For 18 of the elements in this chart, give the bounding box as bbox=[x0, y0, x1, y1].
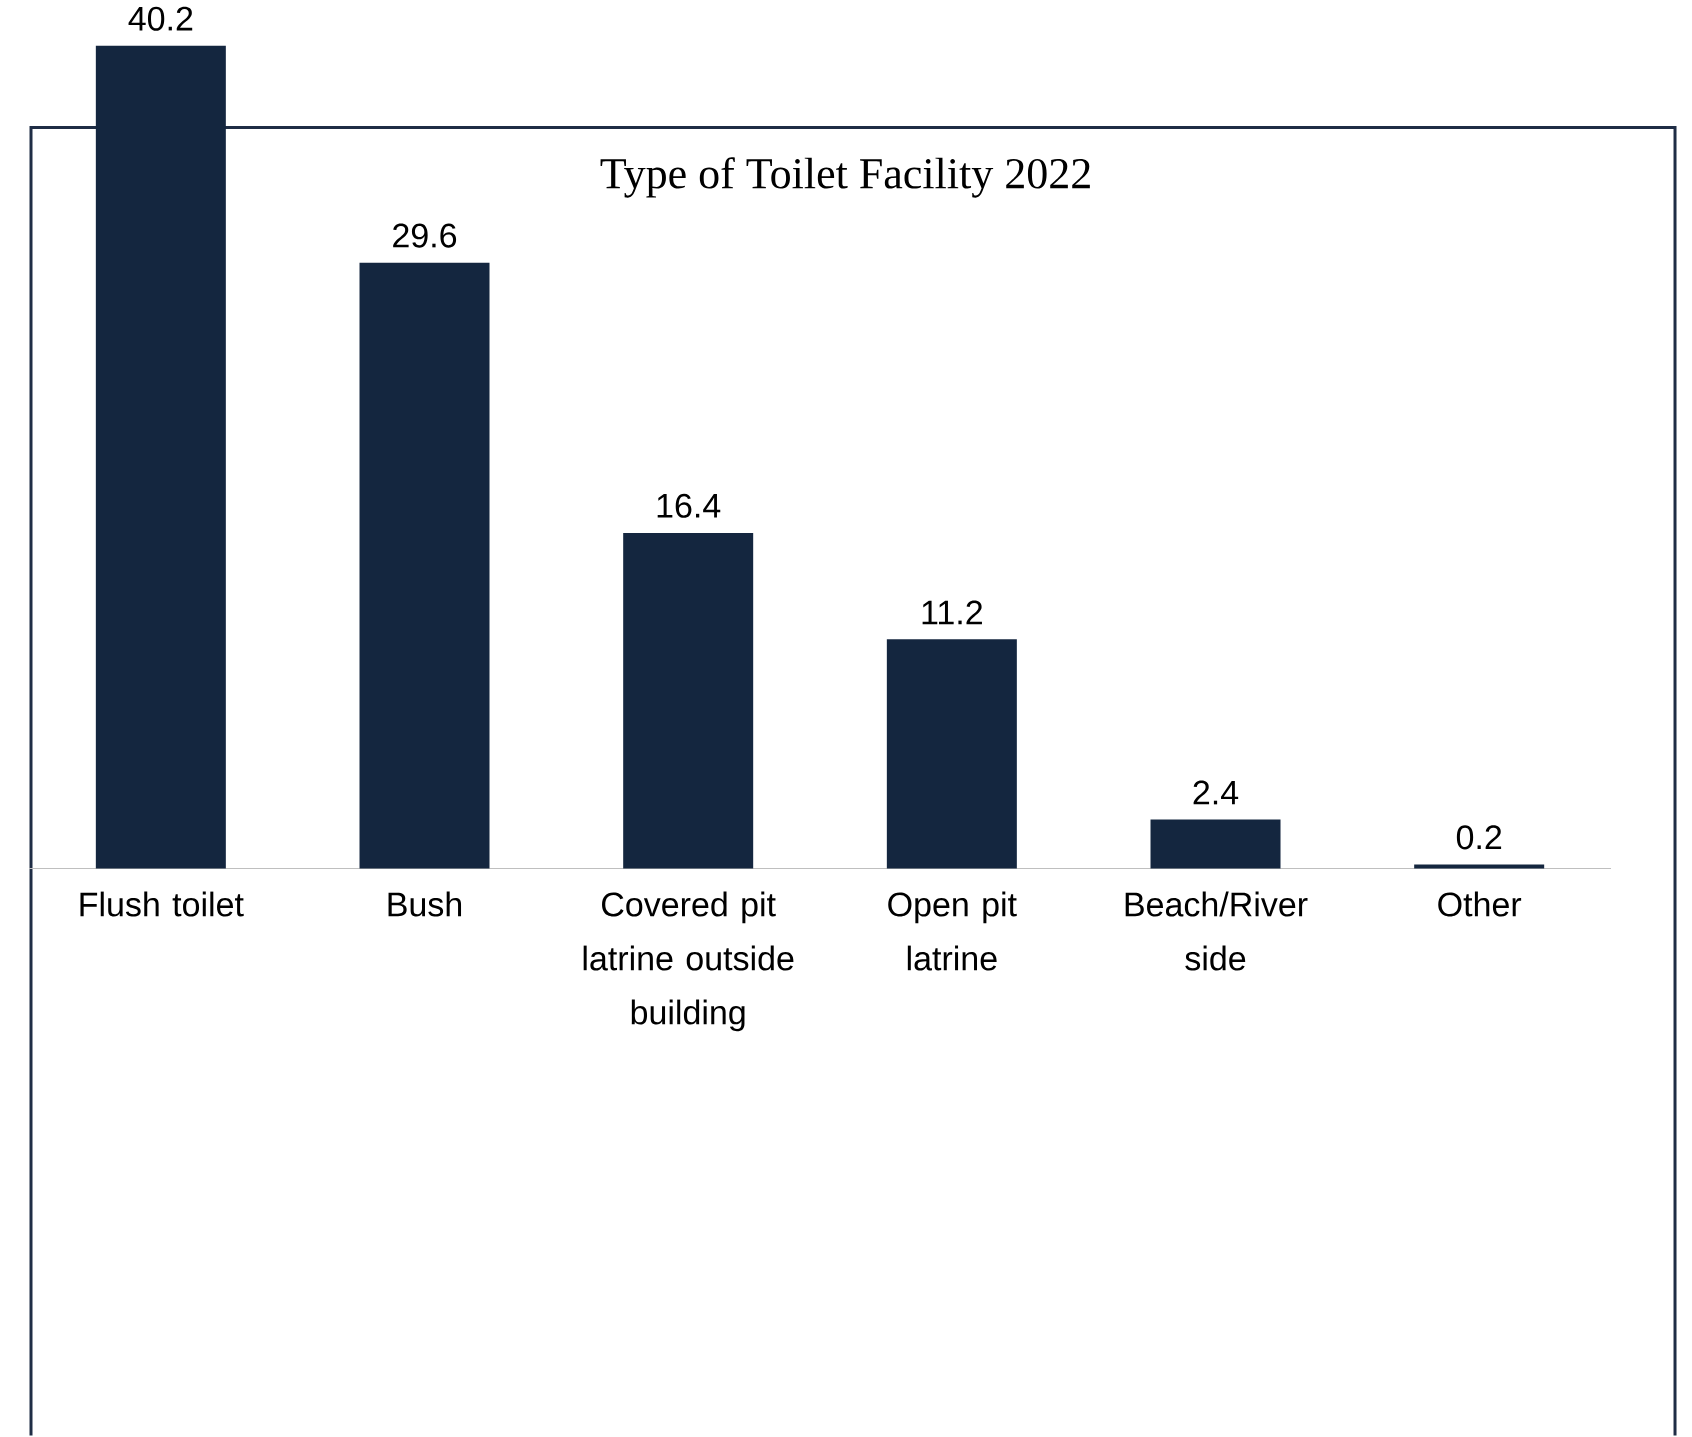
bar bbox=[1414, 864, 1545, 869]
x-tick-label: Flush toilet bbox=[80, 891, 244, 917]
data-label: 2.4 bbox=[1193, 780, 1239, 805]
text: Type of Toilet Facility 2022 bbox=[600, 157, 1090, 198]
data-label: 0.2 bbox=[1456, 825, 1502, 850]
bar bbox=[1150, 819, 1281, 869]
data-label: 11.2 bbox=[922, 600, 982, 625]
x-tick-label: Bush bbox=[388, 891, 462, 917]
x-tick-label: Open pit latrine bbox=[888, 891, 1017, 971]
x-tick-label: Other bbox=[1438, 891, 1522, 917]
data-label: 40.2 bbox=[128, 6, 193, 31]
bar bbox=[886, 639, 1017, 869]
x-tick-label: Beach/River side bbox=[1125, 891, 1308, 971]
x-tick-label: Covered pit latrine outside building bbox=[583, 891, 794, 1032]
data-label: 16.4 bbox=[657, 493, 721, 518]
data-label: 29.6 bbox=[393, 223, 457, 248]
bar bbox=[359, 262, 490, 869]
bar bbox=[623, 532, 754, 869]
